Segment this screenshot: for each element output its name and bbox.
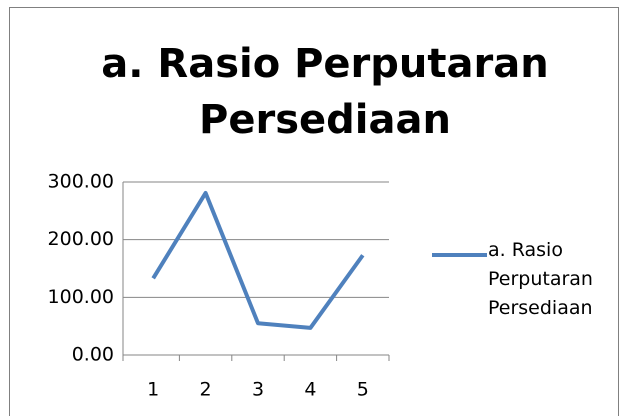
x-tick-label: 2	[200, 379, 212, 401]
y-tick-label: 0.00	[72, 344, 114, 366]
y-tick-label: 200.00	[48, 228, 114, 250]
series-line	[151, 190, 365, 330]
y-tick-label: 300.00	[48, 171, 114, 193]
x-tick-label: 4	[304, 379, 316, 401]
x-tick-label: 3	[252, 379, 264, 401]
legend-label: a. Rasio Perputaran Persediaan	[488, 239, 593, 319]
chart-title: a. Rasio Perputaran Persediaan	[101, 41, 549, 143]
x-tick-label: 5	[357, 379, 369, 401]
chart-border	[9, 7, 619, 416]
x-tick-label: 1	[147, 379, 159, 401]
y-tick-label: 100.00	[48, 286, 114, 308]
